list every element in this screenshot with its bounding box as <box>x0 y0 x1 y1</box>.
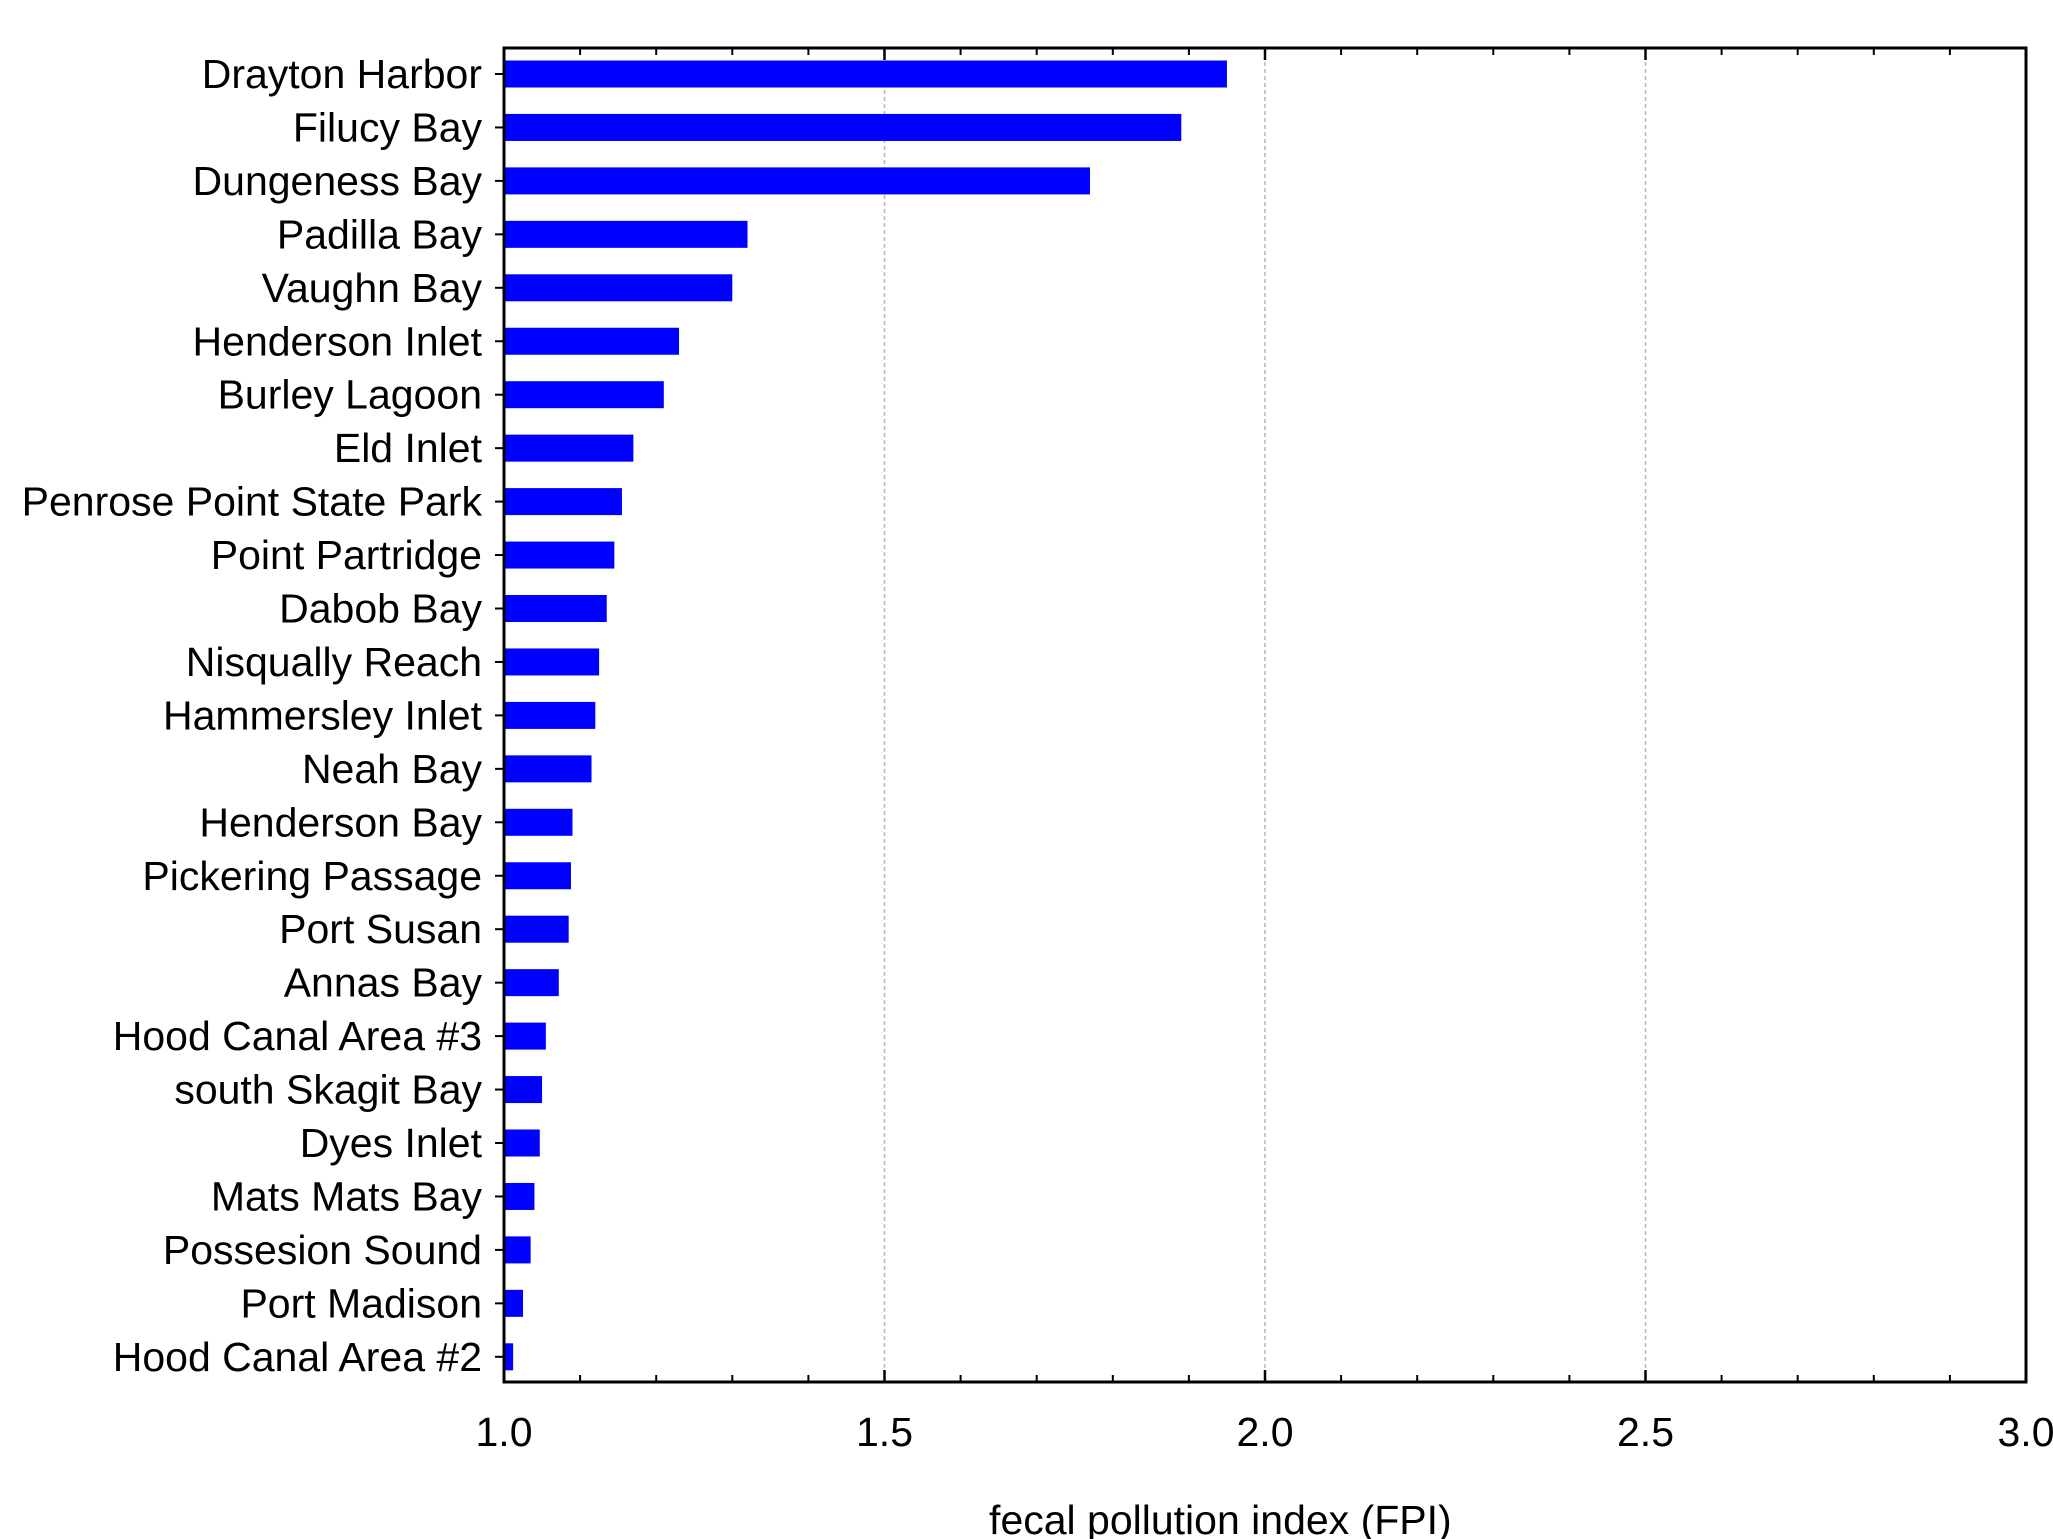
category-label: Pickering Passage <box>142 853 482 899</box>
category-label: Penrose Point State Park <box>22 479 483 525</box>
bar <box>504 915 569 943</box>
bar <box>504 488 622 516</box>
axis-ticks <box>495 48 2028 1382</box>
category-label: Filucy Bay <box>293 104 483 150</box>
category-label: Hood Canal Area #3 <box>113 1013 482 1059</box>
bar <box>504 60 1227 88</box>
bar <box>504 648 600 676</box>
x-tick-label: 3.0 <box>1998 1409 2053 1455</box>
category-label: Port Madison <box>240 1280 482 1326</box>
bar <box>504 701 596 729</box>
category-label: Eld Inlet <box>334 425 483 471</box>
category-label: Hammersley Inlet <box>163 692 483 738</box>
grid-lines <box>883 48 1647 1382</box>
category-label: Port Susan <box>279 906 482 952</box>
category-label: Mats Mats Bay <box>211 1173 483 1219</box>
category-label: Nisqually Reach <box>186 639 482 685</box>
category-label: Padilla Bay <box>277 211 483 257</box>
category-labels: Drayton Harbor Filucy Bay Dungeness Bay Pad… <box>22 51 483 1380</box>
bar <box>504 969 559 997</box>
category-label: Neah Bay <box>302 746 483 792</box>
bar <box>504 327 680 355</box>
category-label: Henderson Inlet <box>193 318 483 364</box>
x-tick-label: 2.0 <box>1237 1409 1294 1455</box>
category-label: Vaughn Bay <box>262 265 483 311</box>
category-label: Dungeness Bay <box>193 158 483 204</box>
category-label: Hood Canal Area #2 <box>113 1334 482 1380</box>
category-label: Drayton Harbor <box>202 51 482 97</box>
bars <box>504 60 1227 1371</box>
bar <box>504 113 1182 141</box>
bar <box>504 808 573 836</box>
bar <box>504 1182 535 1210</box>
bar <box>504 1289 524 1317</box>
bar <box>504 167 1090 195</box>
x-tick-label: 2.5 <box>1617 1409 1674 1455</box>
bar <box>504 595 607 622</box>
category-label: south Skagit Bay <box>174 1067 482 1113</box>
category-label: Dabob Bay <box>279 586 482 632</box>
category-label: Point Partridge <box>211 532 482 578</box>
category-label: Burley Lagoon <box>218 372 482 418</box>
bar <box>504 274 733 302</box>
bar <box>504 1129 540 1157</box>
category-label: Henderson Bay <box>199 799 482 845</box>
bar <box>504 1076 543 1104</box>
bar <box>504 1022 546 1050</box>
category-label: Possesion Sound <box>163 1227 482 1273</box>
bar <box>504 434 634 462</box>
x-axis-title: fecal pollution index (FPI) <box>989 1497 1452 1539</box>
category-label: Dyes Inlet <box>300 1120 483 1166</box>
bar <box>504 381 664 409</box>
bar <box>504 220 748 248</box>
bar <box>504 755 592 783</box>
bar <box>504 1343 514 1371</box>
bar <box>504 541 615 569</box>
x-tick-labels: 1.0 1.5 2.0 2.5 3.0 <box>476 1409 2053 1455</box>
x-tick-label: 1.5 <box>856 1409 913 1455</box>
category-label: Annas Bay <box>284 960 483 1006</box>
bar <box>504 1236 531 1264</box>
bar <box>504 862 571 890</box>
x-tick-label: 1.0 <box>476 1409 533 1455</box>
